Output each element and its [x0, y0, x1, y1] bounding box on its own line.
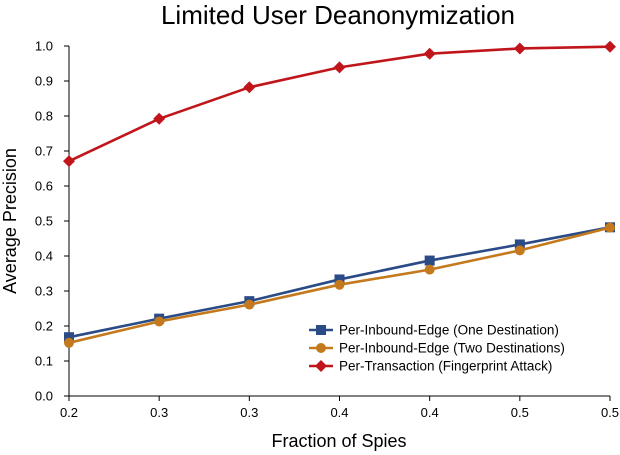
y-tick-label: 0.0 — [35, 389, 53, 404]
legend-label-2: Per-Inbound-Edge (Two Destinations) — [339, 341, 565, 356]
y-tick-label: 0.5 — [35, 214, 53, 229]
y-tick-label: 0.3 — [35, 284, 53, 299]
series-1-point — [424, 255, 435, 266]
legend: Per-Inbound-Edge (One Destination) Per-In… — [309, 323, 565, 374]
series-3-point — [423, 47, 436, 60]
x-tick-label: 0.3 — [240, 405, 258, 420]
y-tick-label: 0.2 — [35, 319, 53, 334]
x-tick-label: 0.5 — [601, 405, 619, 420]
legend-label-3: Per-Transaction (Fingerprint Attack) — [339, 359, 552, 374]
x-tick-label: 0.4 — [330, 405, 348, 420]
plot-area: 0.0 0.1 0.2 0.3 0.4 0.5 0.6 0.7 0.8 0.9 1.0 0.2 0.3 0… — [35, 39, 619, 421]
legend-marker-3 — [315, 360, 327, 372]
series-3-point — [243, 81, 256, 94]
legend-label-1: Per-Inbound-Edge (One Destination) — [339, 323, 559, 338]
x-tick-label: 0.4 — [421, 405, 439, 420]
chart-title: Limited User Deanonymization — [161, 0, 515, 30]
series-2-point — [334, 279, 345, 290]
series-1-point — [64, 332, 74, 343]
x-tick-label: 0.2 — [60, 405, 78, 420]
series-3-point — [153, 112, 166, 125]
legend-marker-1 — [316, 325, 326, 335]
x-tick-label: 0.5 — [511, 405, 529, 420]
series-3-point — [604, 40, 616, 53]
series-3-point — [333, 61, 346, 74]
y-tick-label: 0.7 — [35, 144, 53, 159]
series-2-point — [154, 316, 165, 327]
y-tick-label: 0.1 — [35, 354, 53, 369]
y-tick-label: 0.6 — [35, 179, 53, 194]
series-3-point — [63, 155, 75, 168]
y-tick-label: 0.8 — [35, 109, 53, 124]
series-2-point — [605, 222, 615, 233]
y-tick-label: 0.4 — [35, 249, 53, 264]
series-1-point — [334, 274, 345, 285]
series-2-point — [64, 337, 74, 348]
y-tick-label: 0.9 — [35, 74, 53, 89]
series-1-point — [514, 239, 525, 250]
series-2-point — [244, 299, 255, 310]
series-2-point — [424, 264, 435, 275]
y-axis-label: Average Precision — [0, 148, 20, 294]
series-3-point — [513, 42, 526, 55]
x-axis-label: Fraction of Spies — [271, 431, 406, 451]
series-2-point — [514, 245, 525, 256]
legend-marker-2 — [316, 343, 326, 353]
x-tick-label: 0.3 — [150, 405, 168, 420]
y-tick-label: 1.0 — [35, 39, 53, 54]
